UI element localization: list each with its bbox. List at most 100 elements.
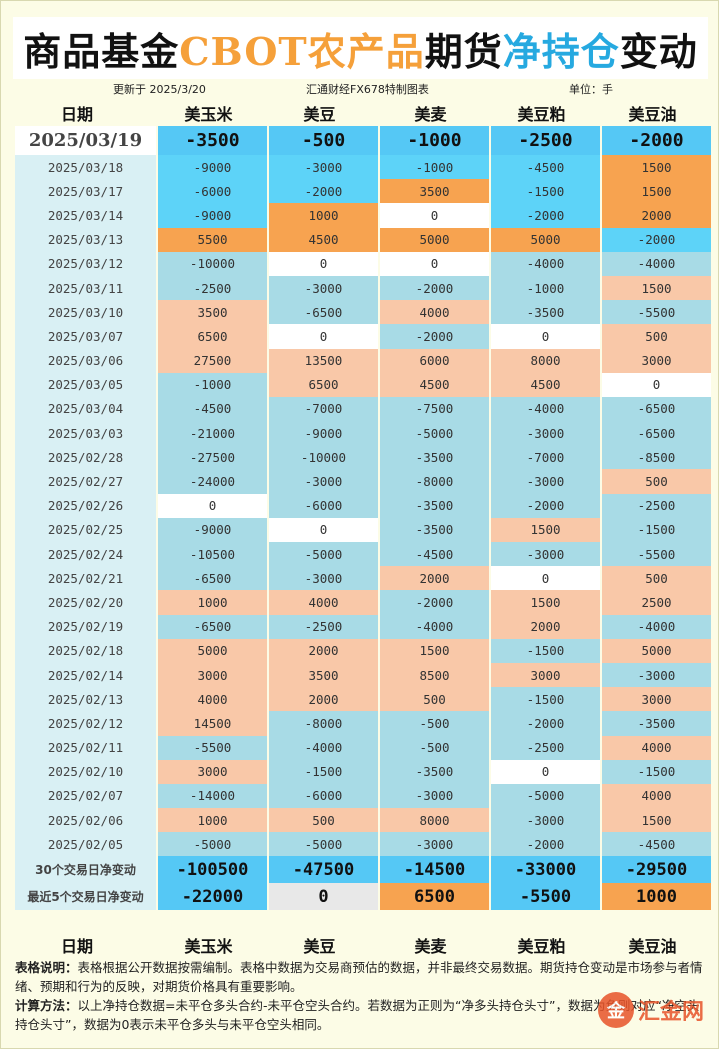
cell-soymeal: 0 [491,759,600,784]
summary-row: 30个交易日净变动 -100500 -47500 -14500 -33000 -29500 [15,856,711,884]
cell-soyoil: -2000 [602,227,711,252]
cell-soybean: 2000 [269,687,378,712]
footer-corn: 美玉米 [184,937,233,956]
cell-soymeal: 1500 [491,517,600,542]
cell-soyoil: -6500 [602,396,711,422]
cell-soyoil: -4500 [602,832,711,857]
cell-soymeal: -5500 [491,883,600,911]
cell-corn: -5000 [158,832,267,857]
cell-soyoil: -6500 [602,421,711,446]
cell-corn: -24000 [158,469,267,494]
row-date: 2025/02/06 [15,808,156,833]
cell-soymeal: -4500 [491,155,600,180]
summary-row: 最近5个交易日净变动 -22000 0 6500 -5500 1000 [15,883,711,911]
header-date: 日期 [60,105,93,124]
cell-soyoil: -3000 [602,662,711,688]
table-row: 2025/02/06 1000 500 8000 -3000 1500 [15,808,711,833]
cell-soymeal: -33000 [491,856,600,884]
cell-wheat: -2000 [380,590,489,615]
cell-soyoil: -29500 [602,856,711,884]
cell-soybean: -8000 [269,711,378,736]
cell-soybean: -6500 [269,300,378,325]
cell-soybean: -5000 [269,832,378,857]
cell-soymeal: -1500 [491,179,600,204]
notes-text-2: 以上净持仓数据=未平仓多头合约-未平仓空头合约。若数据为正则为“净多头持仓头寸”… [15,998,700,1032]
row-date: 2025/02/27 [15,469,156,494]
cell-corn: -3500 [158,126,267,155]
cell-soyoil: 1500 [602,155,711,180]
cell-corn: 5000 [158,638,267,663]
row-date: 2025/02/26 [15,493,156,518]
table-row: 2025/03/13 5500 4500 5000 5000 -2000 [15,227,711,252]
cell-wheat: -5000 [380,421,489,446]
cell-corn: -9000 [158,517,267,542]
cell-soymeal: -1500 [491,638,600,663]
cell-corn: -4500 [158,396,267,422]
cell-soyoil: -5500 [602,542,711,567]
summary-label: 最近5个交易日净变动 [15,883,156,911]
cell-corn: -22000 [158,883,267,911]
cell-wheat: -2000 [380,275,489,301]
cell-soymeal: 3000 [491,662,600,688]
row-date: 2025/02/21 [15,566,156,591]
logo-mark-icon: 金 [597,992,634,1028]
cell-wheat: 8000 [380,808,489,833]
cell-wheat: 3500 [380,179,489,204]
cell-soyoil: 4000 [602,783,711,809]
cell-soybean: -3000 [269,566,378,591]
cell-soybean: -1500 [269,759,378,784]
table-row: 2025/02/27 -24000 -3000 -8000 -3000 500 [15,469,711,494]
cell-wheat: 8500 [380,662,489,688]
cell-soybean: -4000 [269,735,378,760]
cell-wheat: -8000 [380,469,489,494]
row-date: 2025/02/14 [15,662,156,688]
cell-soyoil: -1500 [602,517,711,542]
cell-corn: -10500 [158,542,267,567]
cell-soymeal: -2000 [491,711,600,736]
cell-corn: 6500 [158,324,267,349]
cell-soymeal: -1500 [491,687,600,712]
cell-soybean: -7000 [269,396,378,422]
row-date: 2025/03/18 [15,155,156,180]
row-date: 2025/03/14 [15,203,156,228]
table-row: 2025/02/13 4000 2000 500 -1500 3000 [15,687,711,712]
title-part-4: 净持仓 [502,28,620,74]
cell-corn: -9000 [158,203,267,228]
table-row: 2025/02/19 -6500 -2500 -4000 2000 -4000 [15,614,711,639]
cell-soyoil: 1000 [602,883,711,911]
cell-soyoil: 2500 [602,590,711,615]
cell-soybean: -47500 [269,856,378,884]
notes-label-1: 表格说明： [15,960,78,975]
cell-soyoil: 3000 [602,687,711,712]
cell-corn: -5500 [158,735,267,760]
cell-wheat: -3500 [380,493,489,518]
footer-date: 日期 [60,937,93,956]
column-header-row: 日期 美玉米 美豆 美麦 美豆粕 美豆油 [1,101,719,125]
row-date: 2025/03/07 [15,324,156,349]
cell-corn: -6000 [158,179,267,204]
header-soyoil: 美豆油 [628,105,677,124]
row-date: 2025/03/10 [15,300,156,325]
header-soymeal: 美豆粕 [517,105,566,124]
cell-corn: -10000 [158,251,267,276]
source-label: 汇通财经FX678特制图表 [306,83,429,96]
cell-wheat: -3500 [380,445,489,470]
cell-corn: -9000 [158,155,267,180]
cell-wheat: 5000 [380,227,489,252]
summary-label: 30个交易日净变动 [15,856,156,884]
cell-soymeal: -3000 [491,808,600,833]
cell-wheat: -4000 [380,614,489,639]
row-date: 2025/02/13 [15,687,156,712]
cell-soybean: 13500 [269,348,378,373]
cell-wheat: -3500 [380,759,489,784]
cell-wheat: 1500 [380,638,489,663]
cell-soybean: -3000 [269,155,378,180]
footer-soybean: 美豆 [303,937,336,956]
row-date: 2025/02/10 [15,759,156,784]
cell-soyoil: 500 [602,469,711,494]
cell-soybean: -10000 [269,445,378,470]
table-row: 2025/03/03 -21000 -9000 -5000 -3000 -6500 [15,421,711,446]
cell-corn: -21000 [158,421,267,446]
cell-wheat: -1000 [380,155,489,180]
